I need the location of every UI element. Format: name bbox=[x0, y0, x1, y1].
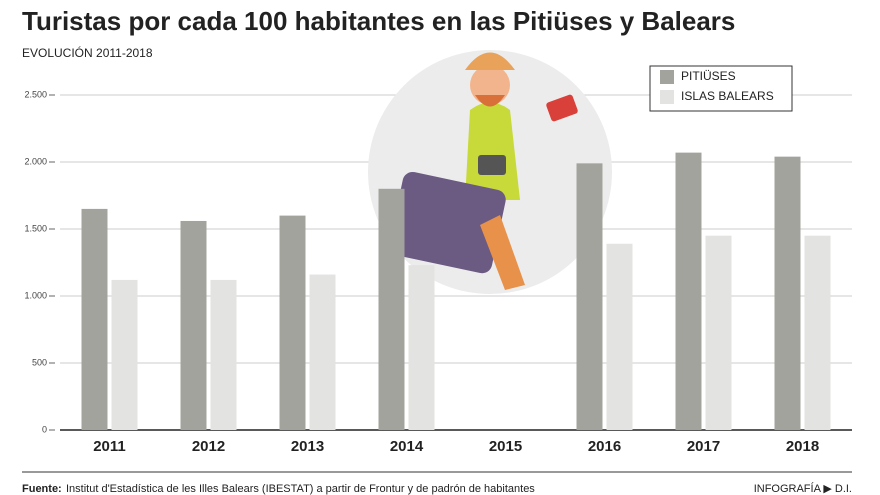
bar bbox=[309, 274, 336, 430]
x-tick-label: 2015 bbox=[489, 438, 522, 455]
illustration bbox=[368, 50, 612, 294]
chart-subtitle: EVOLUCIÓN 2011-2018 bbox=[22, 45, 153, 60]
illustration-suitcase bbox=[389, 171, 506, 274]
credit: INFOGRAFÍA ▶ D.I. bbox=[754, 482, 852, 495]
bar bbox=[279, 215, 306, 430]
source-label: Fuente: bbox=[22, 483, 62, 495]
x-tick-label: 2012 bbox=[192, 438, 225, 455]
bar bbox=[576, 163, 603, 430]
y-tick-label: 1.500 bbox=[24, 223, 47, 233]
illustration-hat bbox=[465, 52, 515, 70]
illustration-beard bbox=[475, 95, 505, 107]
y-tick-label: 1.000 bbox=[24, 290, 47, 300]
legend-swatch bbox=[660, 90, 674, 104]
bar bbox=[408, 265, 435, 430]
x-tick-label: 2016 bbox=[588, 438, 621, 455]
legend-label: ISLAS BALEARS bbox=[681, 89, 774, 103]
y-tick-label: 500 bbox=[32, 357, 47, 367]
illustration-leg bbox=[480, 215, 525, 290]
x-tick-label: 2011 bbox=[93, 438, 126, 455]
bar bbox=[606, 243, 633, 430]
bar bbox=[804, 235, 831, 430]
bar bbox=[81, 208, 108, 430]
y-tick-label: 2.500 bbox=[24, 89, 47, 99]
legend: PITIÜSES ISLAS BALEARS bbox=[649, 65, 793, 112]
bar bbox=[675, 152, 702, 430]
bars bbox=[81, 152, 831, 430]
x-tick-label: 2017 bbox=[687, 438, 720, 455]
legend-label: PITIÜSES bbox=[681, 69, 736, 83]
bar bbox=[705, 235, 732, 430]
illustration-camera bbox=[478, 155, 506, 175]
y-tick-label: 0 bbox=[42, 424, 47, 434]
legend-swatch bbox=[660, 70, 674, 84]
bar bbox=[210, 279, 237, 430]
x-tick-label: 2018 bbox=[786, 438, 819, 455]
bar bbox=[774, 156, 801, 430]
illustration-shirt bbox=[465, 102, 520, 200]
source-text: Institut d'Estadística de les Illes Bale… bbox=[66, 483, 535, 495]
bar bbox=[180, 220, 207, 430]
y-tick-label: 2.000 bbox=[24, 156, 47, 166]
x-tick-label: 2014 bbox=[390, 438, 424, 455]
chart-title: Turistas por cada 100 habitantes en las … bbox=[22, 6, 735, 36]
bar bbox=[111, 279, 138, 430]
x-tick-label: 2013 bbox=[291, 438, 324, 455]
bar bbox=[378, 188, 405, 430]
illustration-passport bbox=[546, 94, 578, 122]
